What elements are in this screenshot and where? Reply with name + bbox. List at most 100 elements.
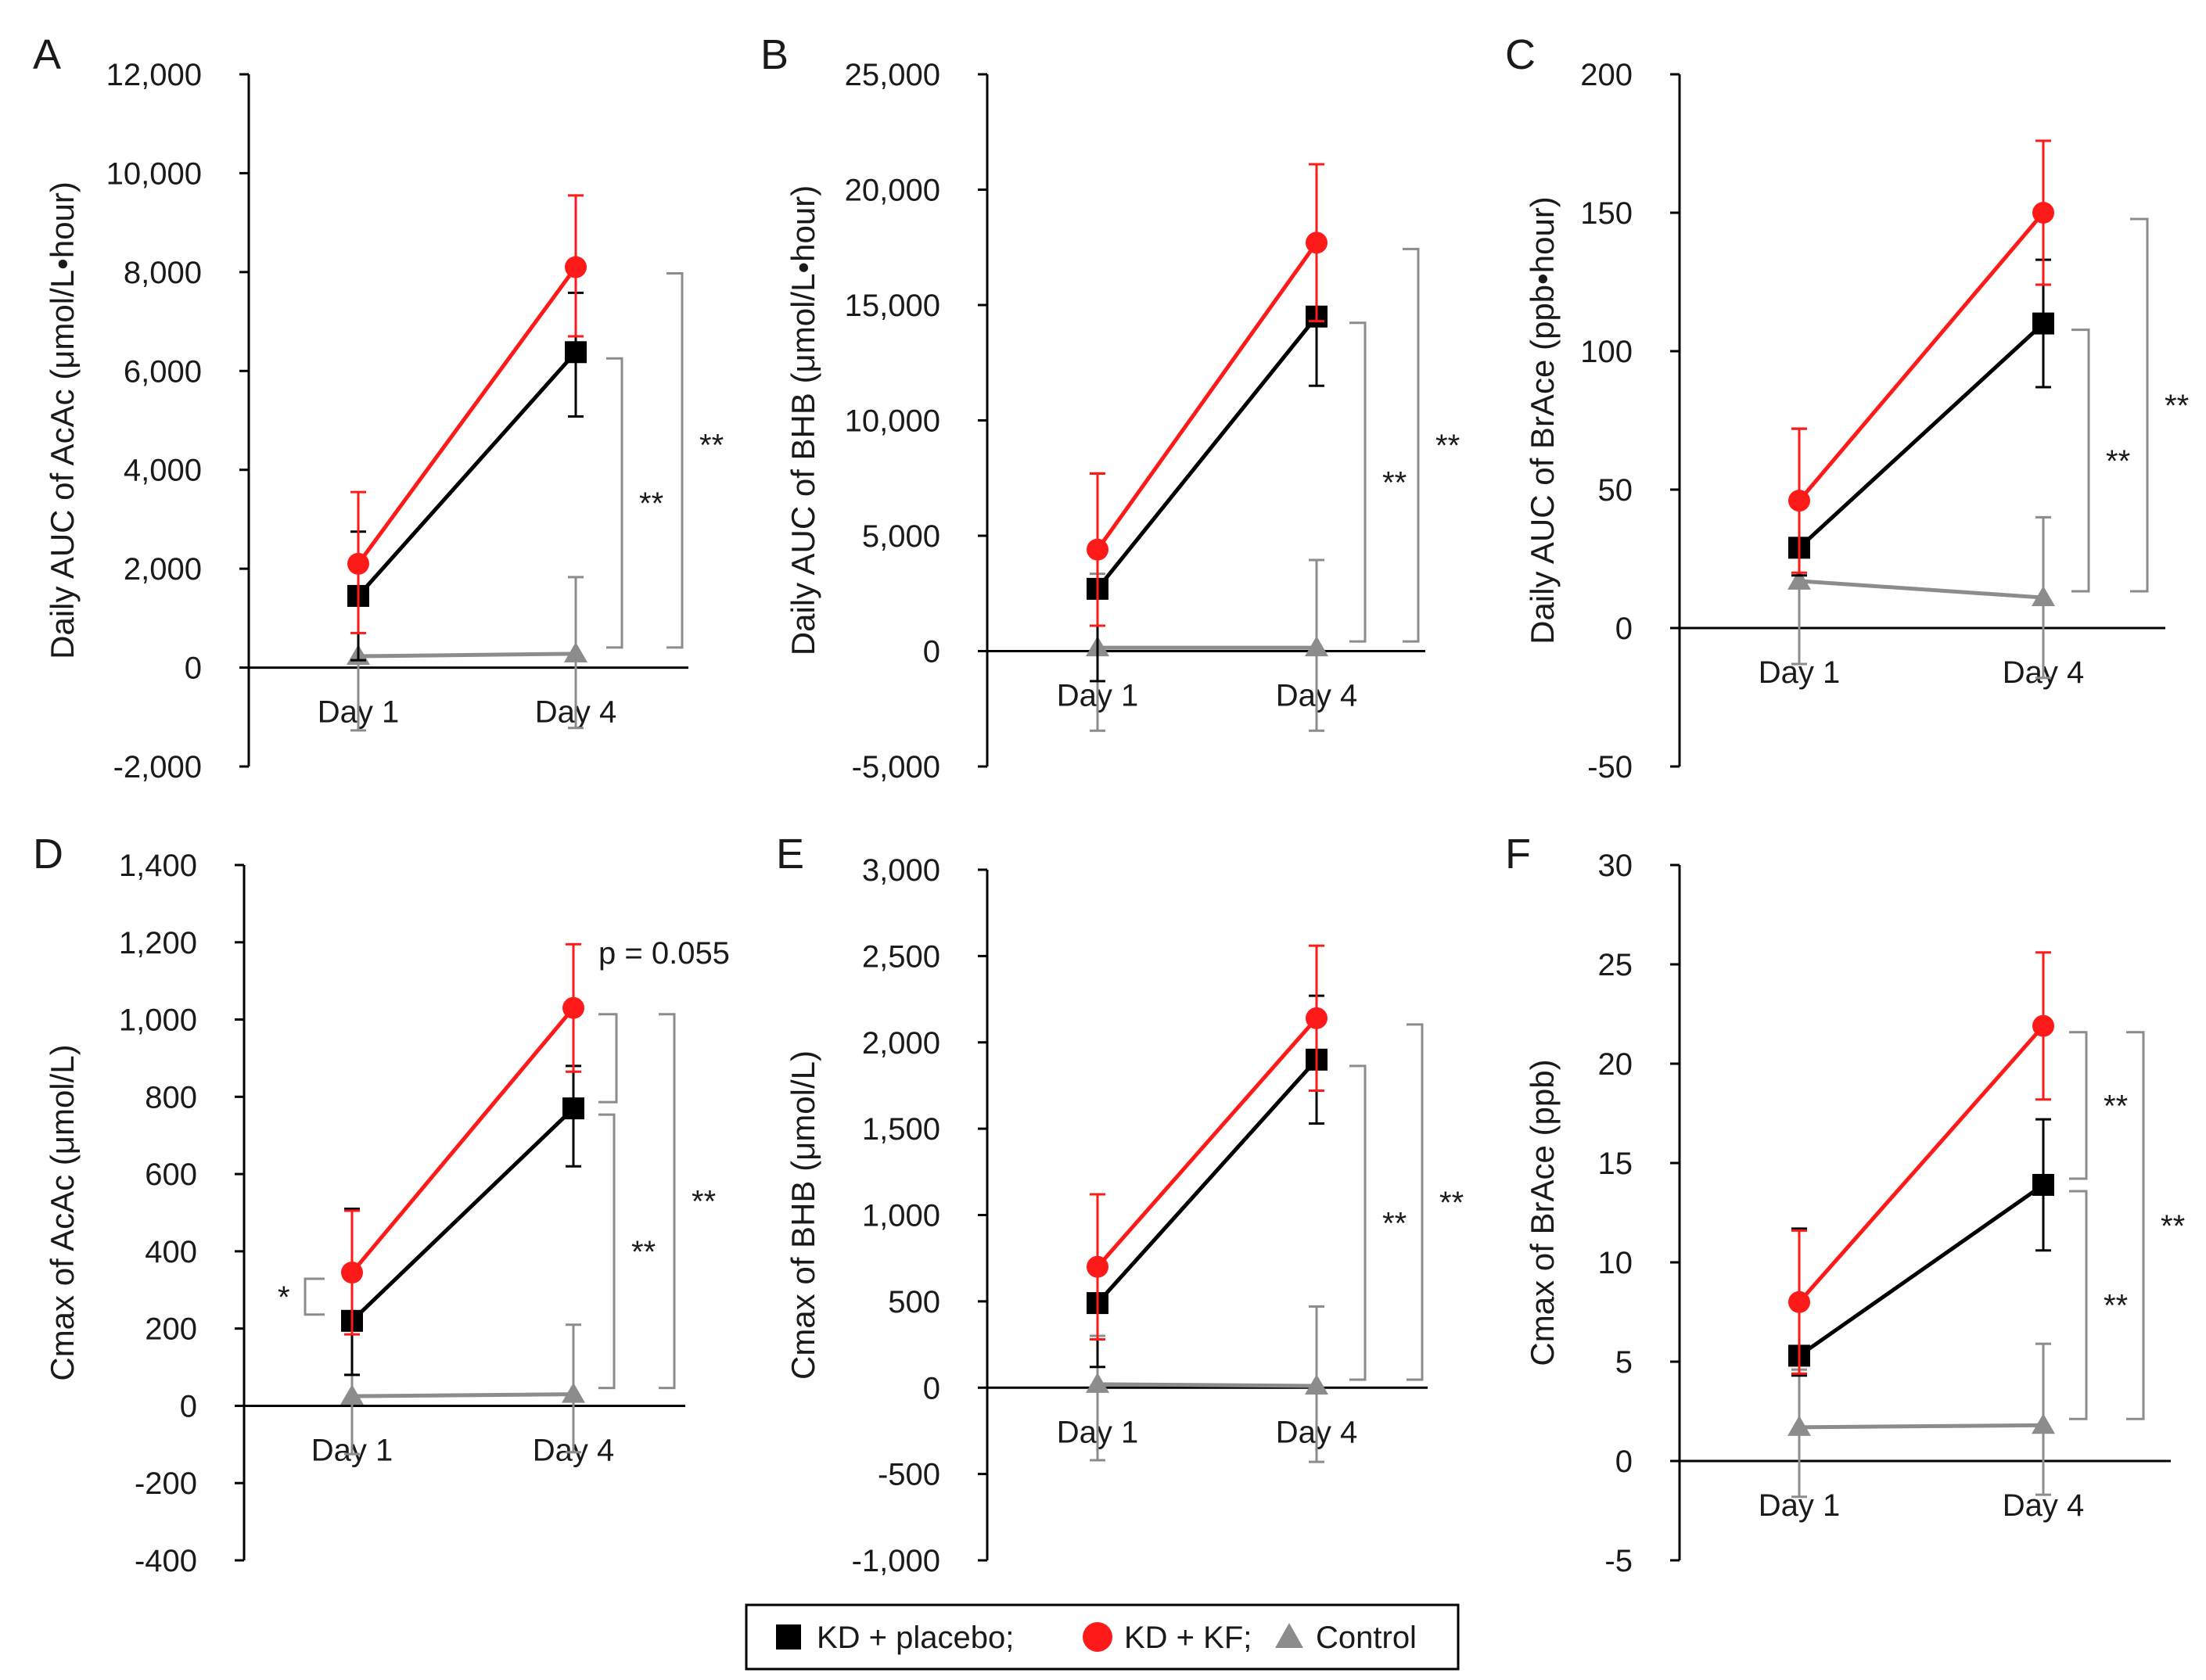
panel-f-line-control (1798, 1423, 2044, 1430)
panel-c-line-kf (1798, 211, 2045, 502)
panel-b-sig-label: ** (1435, 429, 1460, 463)
panel-e-point-control (1305, 1374, 1328, 1395)
panel-c-y-tick-label: 100 (1580, 335, 1633, 369)
legend-marker-kd-placebo (776, 1624, 801, 1649)
panel-b-point-kf (1306, 232, 1328, 254)
panel-d-sig-label: ** (631, 1235, 656, 1269)
panel-b-y-label: Daily AUC of BHB (μmol/L•hour) (785, 185, 821, 655)
panel-f-point-kf (1788, 1291, 1810, 1313)
panel-d-sig-label: p = 0.055 (598, 936, 730, 971)
panel-c-series-kf (1788, 139, 2054, 574)
panel-a-line-placebo (357, 350, 577, 598)
panel-e-y-tick-label: 2,500 (862, 939, 940, 974)
panel-f-y-tick-label: 0 (1615, 1445, 1633, 1479)
panel-e-line-placebo (1096, 1058, 1318, 1305)
panel-c-sig-bracket (2071, 328, 2090, 593)
panel-c-y-tick-label: 50 (1598, 473, 1633, 508)
panel-d: D -400 -200 0 200 400 600 800 1,000 1,200 1,400 Cma… (33, 831, 730, 1578)
panel-e-y-tick-label: 3,000 (862, 853, 940, 888)
panel-e-series-kf (1087, 944, 1328, 1341)
panel-f-series-control (1787, 1342, 2055, 1499)
panel-f-y-tick-label: 15 (1598, 1147, 1633, 1181)
panel-b-line-kf (1095, 241, 1319, 551)
panel-b-line-placebo (1096, 315, 1318, 591)
panel-d-point-control (340, 1384, 364, 1405)
panel-c-sig-label: ** (2106, 444, 2130, 479)
panel-b-sig-label: ** (1382, 465, 1407, 500)
panel-f-y-tick-label: 25 (1598, 948, 1633, 982)
panel-f-y-label: Cmax of BrAce (ppb) (1524, 1059, 1561, 1366)
panel-d-series-kf (341, 942, 584, 1336)
panel-c-point-control (1787, 569, 1811, 590)
panel-c-point-control (2032, 586, 2055, 607)
panel-f-line-placebo (1798, 1183, 2045, 1358)
panel-f-sig-label: ** (2104, 1089, 2128, 1123)
panel-e-y-label: Cmax of BHB (μmol/L) (785, 1050, 821, 1380)
panel-a-point-placebo (565, 341, 587, 364)
panel-d-letter: D (33, 831, 63, 878)
panel-b-point-kf (1087, 538, 1108, 561)
panel-f-y-tick-label: 20 (1598, 1047, 1633, 1082)
panel-e-sig-bracket (1407, 1023, 1424, 1381)
panel-c-point-kf (1788, 490, 1810, 512)
panel-d-point-kf (341, 1262, 363, 1284)
panel-a-point-kf (347, 552, 369, 575)
panel-e-sig-label: ** (1382, 1206, 1407, 1240)
panel-b-letter: B (760, 31, 789, 78)
panel-d-point-kf (562, 996, 584, 1019)
panel-a: A -2,000 0 2,000 4,000 6,000 8,000 10,000 12,000… (33, 31, 724, 784)
panel-a-y-tick-label: 0 (185, 652, 202, 686)
panel-c-y-label: Daily AUC of BrAce (ppb•hour) (1524, 196, 1561, 644)
panel-a-series-kf (347, 194, 587, 634)
panel-c-sig-bracket (2130, 217, 2149, 593)
legend-label-kd-kf: KD + KF; (1124, 1621, 1252, 1655)
panel-d-y-tick-label: 1,400 (119, 849, 197, 883)
panel-d-series-placebo (341, 1064, 584, 1377)
panel-f-letter: F (1505, 831, 1531, 878)
panel-c-y-tick-label: 200 (1580, 58, 1633, 92)
panel-b-point-control (1305, 636, 1328, 657)
panel-a-y-tick-label: 10,000 (106, 156, 202, 191)
panel-d-y-tick-label: 600 (145, 1158, 197, 1192)
panel-c-line-placebo (1798, 321, 2045, 550)
panel-d-y-tick-label: 1,000 (119, 1003, 197, 1038)
panel-a-y-tick-label: 12,000 (106, 58, 202, 92)
panel-b-y-tick-label: 10,000 (845, 404, 940, 439)
panel-e-letter: E (776, 831, 804, 878)
panel-e-y-tick-label: 0 (923, 1371, 940, 1405)
panel-f-point-placebo (2032, 1173, 2054, 1196)
panel-f-sig-label: ** (2104, 1289, 2128, 1323)
panel-b-y-tick-label: -5,000 (852, 750, 940, 784)
panel-c-line-control (1798, 579, 2044, 600)
panel-a-series-placebo (347, 291, 587, 662)
panel-b-y-tick-label: 15,000 (845, 289, 940, 323)
panel-f-line-kf (1798, 1025, 2045, 1304)
panel-f-series-kf (1788, 951, 2054, 1375)
panel-c-series-control (1787, 515, 2055, 680)
panel-e-y-tick-label: 500 (888, 1285, 940, 1319)
legend-label-control: Control (1316, 1621, 1417, 1655)
panel-f-y-tick-label: -5 (1604, 1544, 1633, 1578)
panel-a-y-tick-label: 6,000 (124, 354, 202, 389)
panel-d-point-control (562, 1382, 585, 1403)
panel-a-sig-label: ** (639, 486, 663, 521)
panel-b-y-tick-label: 20,000 (845, 174, 940, 208)
panel-d-series-control (340, 1323, 585, 1456)
panel-e-point-control (1086, 1372, 1109, 1393)
panel-d-y-tick-label: 400 (145, 1235, 197, 1269)
panel-a-y-tick-label: 4,000 (124, 454, 202, 488)
panel-c-y-tick-label: -50 (1587, 750, 1633, 784)
panel-d-sig-bracket (659, 1013, 676, 1390)
panel-f-y-tick-label: 5 (1615, 1345, 1633, 1380)
panel-d-line-control (351, 1392, 574, 1398)
panel-d-line-kf (350, 1007, 575, 1274)
panel-e-line-kf (1096, 1017, 1318, 1269)
panel-f-sig-bracket (2069, 1190, 2088, 1420)
panel-d-sig-bracket (598, 1113, 616, 1390)
panel-d-y-tick-label: -200 (135, 1466, 197, 1501)
panel-e-y-tick-label: -1,000 (852, 1544, 940, 1578)
panel-a-sig-label: ** (699, 429, 724, 463)
panel-a-point-control (564, 641, 587, 662)
